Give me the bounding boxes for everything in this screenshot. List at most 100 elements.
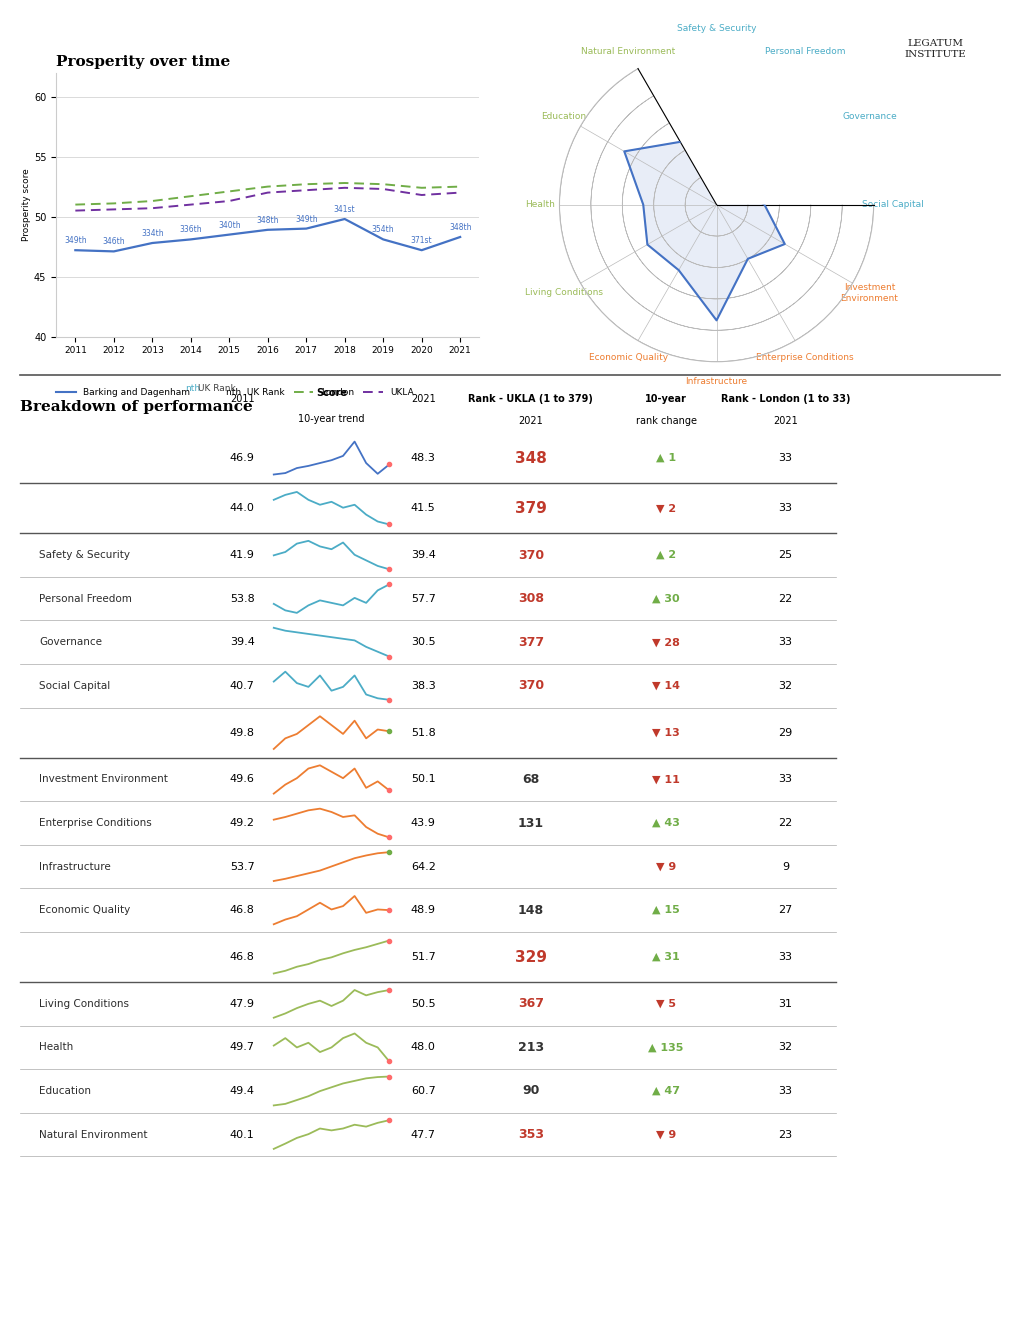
Text: ▲ 30: ▲ 30 bbox=[651, 594, 680, 603]
Text: 43.9: 43.9 bbox=[411, 818, 435, 828]
Text: Living Conditions: Living Conditions bbox=[40, 999, 129, 1008]
Text: 2011: 2011 bbox=[229, 395, 255, 404]
Text: 33: 33 bbox=[777, 503, 792, 513]
Text: 348th: 348th bbox=[448, 223, 471, 232]
Text: 10-year trend: 10-year trend bbox=[298, 414, 365, 424]
Text: nth: nth bbox=[185, 384, 200, 393]
Polygon shape bbox=[624, 119, 784, 321]
Text: 213: 213 bbox=[518, 1041, 543, 1053]
Text: 49.7: 49.7 bbox=[229, 1043, 255, 1052]
Text: ▲ 47: ▲ 47 bbox=[651, 1086, 680, 1096]
Text: 308: 308 bbox=[518, 593, 543, 605]
Text: 33: 33 bbox=[777, 775, 792, 784]
Text: 33: 33 bbox=[777, 453, 792, 463]
Text: 50: 50 bbox=[520, 725, 541, 741]
Text: 64.2: 64.2 bbox=[411, 862, 435, 871]
Text: 46.8: 46.8 bbox=[229, 906, 255, 915]
Text: 30.5: 30.5 bbox=[411, 638, 435, 647]
Text: 33: 33 bbox=[777, 1086, 792, 1096]
Text: 32: 32 bbox=[777, 1043, 792, 1052]
Text: 39.4: 39.4 bbox=[229, 638, 255, 647]
Text: 379: 379 bbox=[515, 500, 546, 516]
Text: 346th: 346th bbox=[103, 238, 125, 247]
Text: 48.0: 48.0 bbox=[411, 1043, 435, 1052]
Text: ▼ 9: ▼ 9 bbox=[655, 1130, 676, 1139]
Text: ▼ 2: ▼ 2 bbox=[655, 503, 676, 513]
Text: 370: 370 bbox=[518, 549, 543, 561]
Text: Breakdown of performance: Breakdown of performance bbox=[20, 400, 253, 414]
Text: 329: 329 bbox=[515, 949, 546, 965]
Text: UK Rank: UK Rank bbox=[198, 384, 235, 393]
Text: 377: 377 bbox=[518, 636, 543, 648]
Text: 31: 31 bbox=[777, 999, 792, 1008]
Text: Open Economies: Open Economies bbox=[32, 726, 155, 739]
Text: 22: 22 bbox=[777, 594, 792, 603]
Text: 47.9: 47.9 bbox=[229, 999, 255, 1008]
Text: 51.8: 51.8 bbox=[411, 727, 435, 738]
Text: 49.4: 49.4 bbox=[229, 1086, 255, 1096]
Text: Inclusive Societies: Inclusive Societies bbox=[32, 502, 170, 515]
Text: 57.7: 57.7 bbox=[411, 594, 435, 603]
Text: ▲ 15: ▲ 15 bbox=[651, 906, 680, 915]
Text: 90: 90 bbox=[522, 1085, 539, 1097]
Text: 40.1: 40.1 bbox=[229, 1130, 255, 1139]
Text: 51.7: 51.7 bbox=[411, 952, 435, 962]
Text: 29: 29 bbox=[777, 727, 792, 738]
Text: 68: 68 bbox=[522, 774, 539, 785]
Text: ▲ 31: ▲ 31 bbox=[651, 952, 680, 962]
Text: 2021: 2021 bbox=[772, 416, 797, 426]
Text: 38.3: 38.3 bbox=[411, 681, 435, 690]
Text: Infrastructure: Infrastructure bbox=[40, 862, 111, 871]
Text: LEGATUM
INSTITUTE: LEGATUM INSTITUTE bbox=[904, 40, 965, 58]
Text: 27: 27 bbox=[777, 906, 792, 915]
Text: rank change: rank change bbox=[635, 416, 696, 426]
Text: ▲ 2: ▲ 2 bbox=[655, 550, 676, 560]
Text: 49.8: 49.8 bbox=[229, 727, 255, 738]
Text: 48.3: 48.3 bbox=[411, 453, 435, 463]
Text: 353: 353 bbox=[518, 1129, 543, 1140]
Text: Social Capital: Social Capital bbox=[40, 681, 110, 690]
Text: 33: 33 bbox=[777, 638, 792, 647]
Text: 348: 348 bbox=[515, 450, 546, 466]
Text: 49.6: 49.6 bbox=[229, 775, 255, 784]
Text: 131: 131 bbox=[518, 817, 543, 829]
Text: 9: 9 bbox=[782, 862, 788, 871]
Text: 340th: 340th bbox=[218, 220, 240, 230]
Text: ▼ 11: ▼ 11 bbox=[651, 775, 680, 784]
Text: 29: 29 bbox=[522, 861, 539, 873]
Text: 32: 32 bbox=[777, 681, 792, 690]
Text: Investment Environment: Investment Environment bbox=[40, 775, 168, 784]
Text: 46.9: 46.9 bbox=[229, 453, 255, 463]
Text: Education: Education bbox=[40, 1086, 91, 1096]
Text: 334th: 334th bbox=[141, 230, 163, 238]
Text: Governance: Governance bbox=[40, 638, 102, 647]
Text: 336th: 336th bbox=[179, 226, 202, 235]
Text: 50.5: 50.5 bbox=[411, 999, 435, 1008]
Text: 148: 148 bbox=[518, 904, 543, 916]
Text: 371st: 371st bbox=[411, 236, 432, 246]
Text: Prosperity over time: Prosperity over time bbox=[56, 54, 230, 69]
Text: 53.7: 53.7 bbox=[229, 862, 255, 871]
Text: Health: Health bbox=[40, 1043, 73, 1052]
Text: 46.8: 46.8 bbox=[229, 952, 255, 962]
Text: ▼ 5: ▼ 5 bbox=[655, 999, 676, 1008]
Text: Barking and Dagenham: Prosperity score 48.3 (348th): Barking and Dagenham: Prosperity score 4… bbox=[30, 20, 749, 44]
Text: ▼ 14: ▼ 14 bbox=[651, 681, 680, 690]
Text: Enterprise Conditions: Enterprise Conditions bbox=[40, 818, 152, 828]
Text: 41.9: 41.9 bbox=[229, 550, 255, 560]
Text: Personal Freedom: Personal Freedom bbox=[40, 594, 132, 603]
Text: Rank - London (1 to 33): Rank - London (1 to 33) bbox=[720, 395, 849, 404]
Text: 48.9: 48.9 bbox=[411, 906, 435, 915]
Text: 349th: 349th bbox=[64, 236, 87, 246]
Text: 39.4: 39.4 bbox=[411, 550, 435, 560]
Text: ▼ 13: ▼ 13 bbox=[651, 727, 680, 738]
Text: 47.7: 47.7 bbox=[411, 1130, 435, 1139]
Text: 341st: 341st bbox=[333, 205, 356, 214]
Text: 349th: 349th bbox=[294, 215, 317, 223]
Text: 23: 23 bbox=[777, 1130, 792, 1139]
Text: Rank - UKLA (1 to 379): Rank - UKLA (1 to 379) bbox=[468, 395, 593, 404]
Text: ▲ 43: ▲ 43 bbox=[651, 818, 680, 828]
Text: Economic Quality: Economic Quality bbox=[40, 906, 130, 915]
Text: 2021: 2021 bbox=[518, 416, 543, 426]
Text: 60.7: 60.7 bbox=[411, 1086, 435, 1096]
